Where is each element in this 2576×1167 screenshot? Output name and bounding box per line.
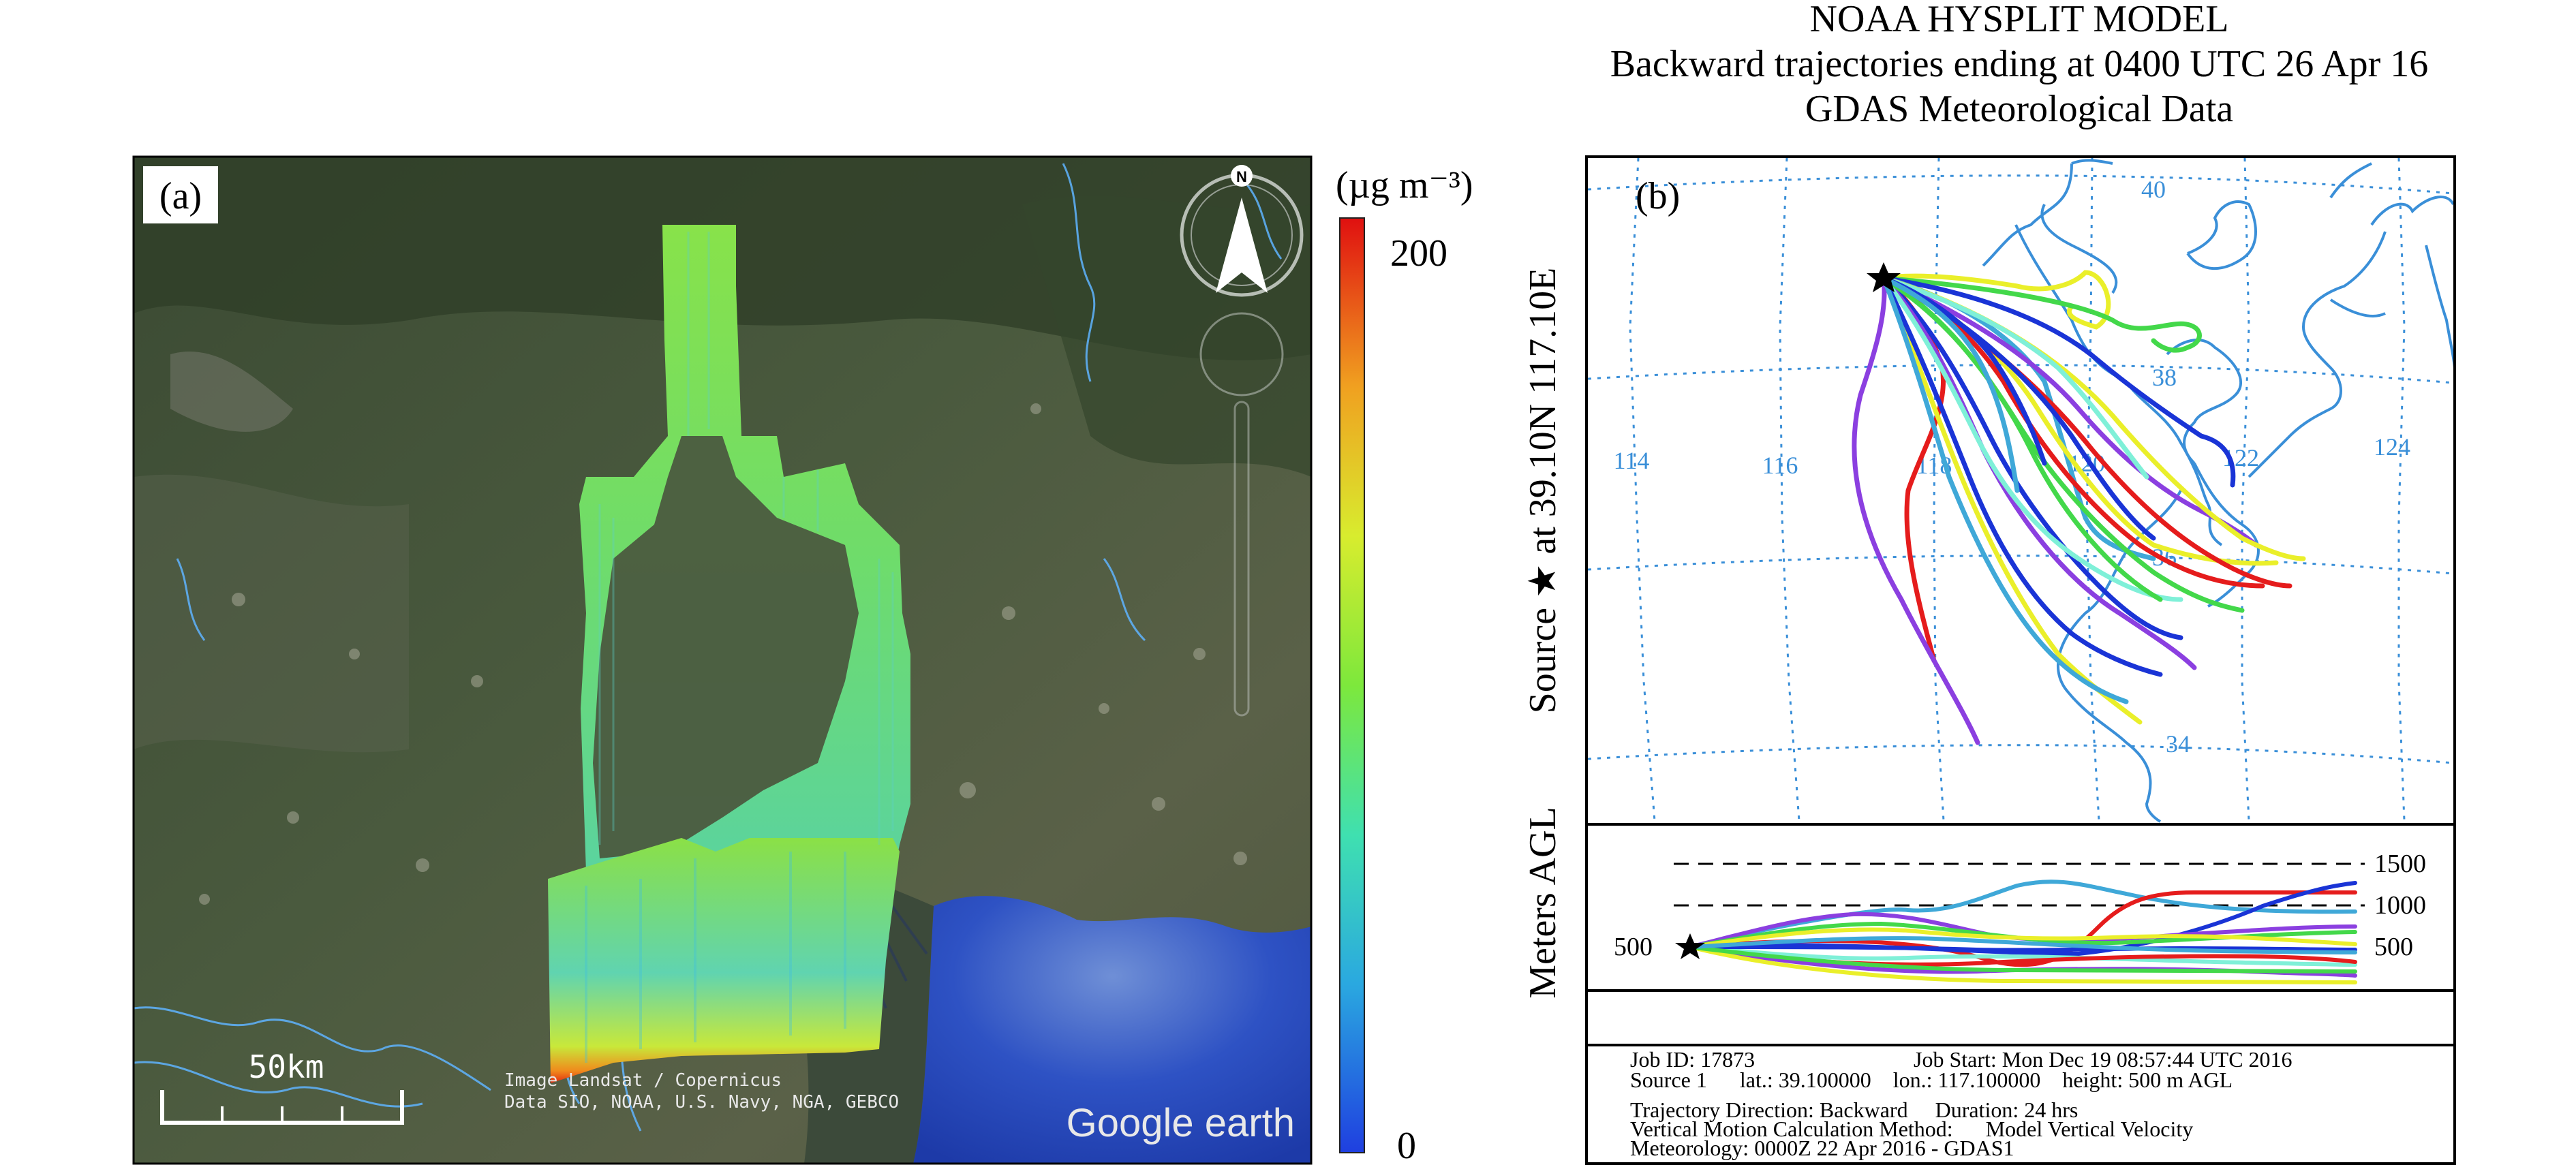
height-profile-13: [1688, 936, 2357, 954]
scale-bar-label: 50km: [249, 1048, 324, 1085]
trajectory-2: [1852, 275, 1980, 745]
vertical-motion-text: Vertical Motion Calculation Method: Mode…: [1630, 1117, 2193, 1141]
trajectory-3: [1881, 270, 2111, 330]
height-panel-ylabel: Meters AGL: [1522, 807, 1564, 999]
height-profile-7: [1688, 945, 2357, 967]
lon-label-114: 114: [1614, 447, 1650, 474]
source-star-icon: [1867, 262, 1901, 292]
colorbar-min-label: 0: [1397, 1125, 1416, 1167]
height-tick-1000: 1000: [2374, 891, 2426, 920]
colorbar: (µg m⁻³) 200 0: [1336, 164, 1473, 1167]
meteorology-text: Meteorology: 0000Z 22 Apr 2016 - GDAS1: [1630, 1136, 2014, 1160]
trajectory-map-ylabel: Source ★ at 39.10N 117.10E: [1522, 268, 1564, 714]
job-start-text: Job Start: Mon Dec 19 08:57:44 UTC 2016: [1914, 1047, 2293, 1072]
panel-b: NOAA HYSPLIT MODEL Backward trajectories…: [1522, 0, 2456, 1165]
trajectory-5: [1881, 275, 2236, 488]
height-profile-6: [1688, 927, 2357, 949]
trajectory-15: [1881, 275, 2129, 704]
height-profile-12: [1688, 945, 2357, 974]
source-info-text: Source 1 lat.: 39.100000 lon.: 117.10000…: [1630, 1068, 2233, 1092]
hysplit-title-line3: GDAS Meteorological Data: [1805, 88, 2233, 130]
panel-a: (a) N 50km Image Landsat / Copernicus Da…: [132, 155, 1473, 1167]
trajectory-4: [1881, 275, 2202, 353]
trajectory-lines: [1852, 270, 2306, 745]
hysplit-title-line2: Backward trajectories ending at 0400 UTC…: [1610, 43, 2429, 85]
height-profiles: [1688, 880, 2357, 984]
colorbar-gradient: [1339, 217, 1365, 1153]
hysplit-title-line1: NOAA HYSPLIT MODEL: [1810, 0, 2229, 40]
trajectory-21: [1881, 275, 2149, 480]
lat-label-38: 38: [2152, 364, 2177, 391]
job-id-text: Job ID: 17873: [1630, 1047, 1755, 1072]
scale-bar: 50km: [160, 1048, 404, 1125]
trajectory-map: 114 116 118 120 122 124 40 38 36 34: [1587, 157, 2456, 823]
trajectory-11: [1881, 275, 2197, 670]
run-info-box: Job ID: 17873 Job Start: Mon Dec 19 08:5…: [1585, 1044, 2456, 1165]
map-a-frame: [132, 155, 1313, 1165]
trajectory-14: [1881, 275, 2163, 677]
panel-a-label-box: (a): [143, 166, 218, 223]
blank-strip: [1585, 989, 2456, 1046]
height-profile-10: [1688, 945, 2357, 984]
direction-duration-text: Trajectory Direction: Backward Duration:…: [1630, 1098, 2078, 1122]
compass-icon: N: [1180, 165, 1304, 717]
lon-label-124: 124: [2374, 433, 2410, 461]
trajectory-10: [1881, 275, 2183, 640]
trajectory-18: [1881, 275, 2163, 602]
google-earth-watermark: Google earth: [1067, 1101, 1295, 1145]
height-profile-11: [1688, 945, 2357, 952]
height-tick-500-right: 500: [2374, 933, 2413, 961]
attribution-line1: Image Landsat / Copernicus: [504, 1070, 782, 1091]
attribution-line2: Data SIO, NOAA, U.S. Navy, NGA, GEBCO: [504, 1092, 899, 1112]
pollution-curtain: [548, 225, 910, 1083]
lon-label-116: 116: [1762, 452, 1798, 479]
trajectory-12: [1881, 275, 2183, 602]
panel-a-label: (a): [159, 175, 202, 217]
satellite-map: [134, 157, 1311, 1164]
compass-letter: N: [1236, 168, 1247, 185]
height-panel: 1500 1000 500 500: [1585, 823, 2456, 992]
colorbar-unit-label: (µg m⁻³): [1336, 164, 1473, 206]
lat-label-34: 34: [2166, 730, 2190, 758]
height-tick-1500: 1500: [2374, 850, 2426, 878]
lat-label-40: 40: [2141, 176, 2166, 203]
trajectory-23: [1881, 275, 2020, 493]
height-tick-500-left: 500: [1614, 933, 1653, 961]
height-panel-star-icon: [1675, 933, 1705, 959]
panel-b-label: (b): [1636, 175, 1680, 217]
colorbar-max-label: 200: [1390, 232, 1447, 275]
